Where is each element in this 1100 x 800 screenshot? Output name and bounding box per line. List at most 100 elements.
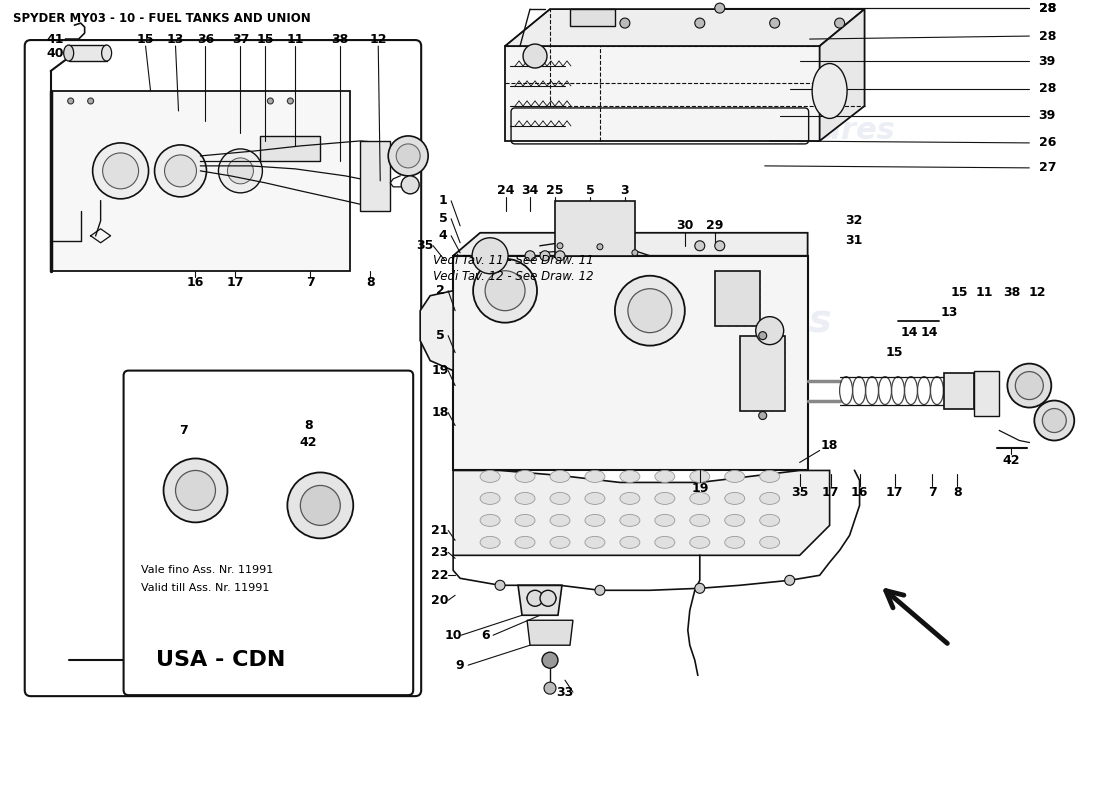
Circle shape xyxy=(756,317,783,345)
Bar xyxy=(715,270,760,326)
Text: 17: 17 xyxy=(227,276,244,290)
Text: 28: 28 xyxy=(1038,82,1056,95)
Text: 9: 9 xyxy=(455,658,464,672)
Circle shape xyxy=(556,250,565,261)
FancyBboxPatch shape xyxy=(24,40,421,696)
Text: 34: 34 xyxy=(521,184,539,198)
Circle shape xyxy=(835,18,845,28)
Ellipse shape xyxy=(812,63,847,118)
Circle shape xyxy=(615,276,685,346)
Polygon shape xyxy=(820,9,865,141)
Text: 4: 4 xyxy=(439,230,448,242)
Circle shape xyxy=(287,98,294,104)
Text: 13: 13 xyxy=(167,33,184,46)
Text: 29: 29 xyxy=(706,219,724,232)
Text: Vedi Tav. 11 - See Draw. 11: Vedi Tav. 11 - See Draw. 11 xyxy=(433,254,594,267)
Circle shape xyxy=(164,458,228,522)
FancyBboxPatch shape xyxy=(123,370,414,695)
Circle shape xyxy=(525,250,535,261)
Text: 36: 36 xyxy=(197,33,215,46)
Text: 15: 15 xyxy=(950,286,968,299)
Text: 27: 27 xyxy=(1038,162,1056,174)
Ellipse shape xyxy=(725,536,745,548)
Text: 33: 33 xyxy=(557,686,573,698)
Ellipse shape xyxy=(654,493,674,505)
Circle shape xyxy=(595,586,605,595)
Ellipse shape xyxy=(760,536,780,548)
Ellipse shape xyxy=(585,470,605,482)
Text: 3: 3 xyxy=(620,184,629,198)
Ellipse shape xyxy=(760,514,780,526)
Ellipse shape xyxy=(620,470,640,482)
Circle shape xyxy=(102,153,139,189)
Text: 5: 5 xyxy=(439,212,448,226)
Text: 8: 8 xyxy=(366,276,375,290)
Text: 15: 15 xyxy=(136,33,154,46)
Text: 39: 39 xyxy=(1038,110,1056,122)
Text: 35: 35 xyxy=(791,486,808,499)
Circle shape xyxy=(759,411,767,419)
Bar xyxy=(261,136,320,161)
Ellipse shape xyxy=(690,493,710,505)
Ellipse shape xyxy=(101,45,111,61)
Circle shape xyxy=(154,145,207,197)
Text: eurospares: eurospares xyxy=(163,212,408,250)
Circle shape xyxy=(544,682,556,694)
Circle shape xyxy=(219,149,263,193)
Circle shape xyxy=(88,98,94,104)
Circle shape xyxy=(770,18,780,28)
Text: 28: 28 xyxy=(1038,2,1056,14)
Polygon shape xyxy=(453,470,829,555)
Polygon shape xyxy=(570,9,615,26)
Text: 17: 17 xyxy=(886,486,903,499)
Circle shape xyxy=(715,241,725,250)
Bar xyxy=(361,141,390,211)
Text: 37: 37 xyxy=(232,33,249,46)
Text: 31: 31 xyxy=(845,234,862,247)
Text: Vedi Tav. 12 - See Draw. 12: Vedi Tav. 12 - See Draw. 12 xyxy=(433,270,594,283)
Text: eurospares: eurospares xyxy=(587,302,833,340)
Text: 23: 23 xyxy=(431,546,449,559)
Text: 18: 18 xyxy=(431,406,449,419)
Ellipse shape xyxy=(620,536,640,548)
Ellipse shape xyxy=(550,470,570,482)
Text: 38: 38 xyxy=(332,33,349,46)
Ellipse shape xyxy=(654,470,674,482)
Bar xyxy=(739,336,784,410)
Text: 8: 8 xyxy=(953,486,961,499)
Circle shape xyxy=(165,155,197,187)
Text: 26: 26 xyxy=(1038,137,1056,150)
Circle shape xyxy=(495,580,505,590)
Text: 2: 2 xyxy=(436,284,444,298)
Polygon shape xyxy=(453,233,807,256)
Text: 15: 15 xyxy=(886,346,903,359)
Text: 7: 7 xyxy=(179,424,188,437)
Text: 40: 40 xyxy=(47,46,65,59)
Text: 38: 38 xyxy=(1003,286,1020,299)
Circle shape xyxy=(759,332,767,340)
Ellipse shape xyxy=(725,514,745,526)
Ellipse shape xyxy=(550,493,570,505)
Bar xyxy=(68,45,107,61)
Circle shape xyxy=(176,470,216,510)
Circle shape xyxy=(1015,371,1043,399)
Text: 42: 42 xyxy=(299,436,317,449)
Ellipse shape xyxy=(654,536,674,548)
Text: 25: 25 xyxy=(547,184,563,198)
Circle shape xyxy=(695,241,705,250)
Text: 21: 21 xyxy=(431,524,449,537)
Text: Vale fino Ass. Nr. 11991: Vale fino Ass. Nr. 11991 xyxy=(141,566,273,575)
Text: 22: 22 xyxy=(431,569,449,582)
Ellipse shape xyxy=(550,536,570,548)
Polygon shape xyxy=(527,620,573,646)
Text: 5: 5 xyxy=(585,184,594,198)
Ellipse shape xyxy=(690,514,710,526)
Bar xyxy=(51,91,350,270)
Text: 14: 14 xyxy=(921,326,938,339)
Text: 16: 16 xyxy=(187,276,205,290)
Text: 24: 24 xyxy=(497,184,515,198)
Text: 12: 12 xyxy=(1028,286,1046,299)
Ellipse shape xyxy=(515,493,535,505)
Bar xyxy=(975,370,1000,415)
Circle shape xyxy=(542,652,558,668)
